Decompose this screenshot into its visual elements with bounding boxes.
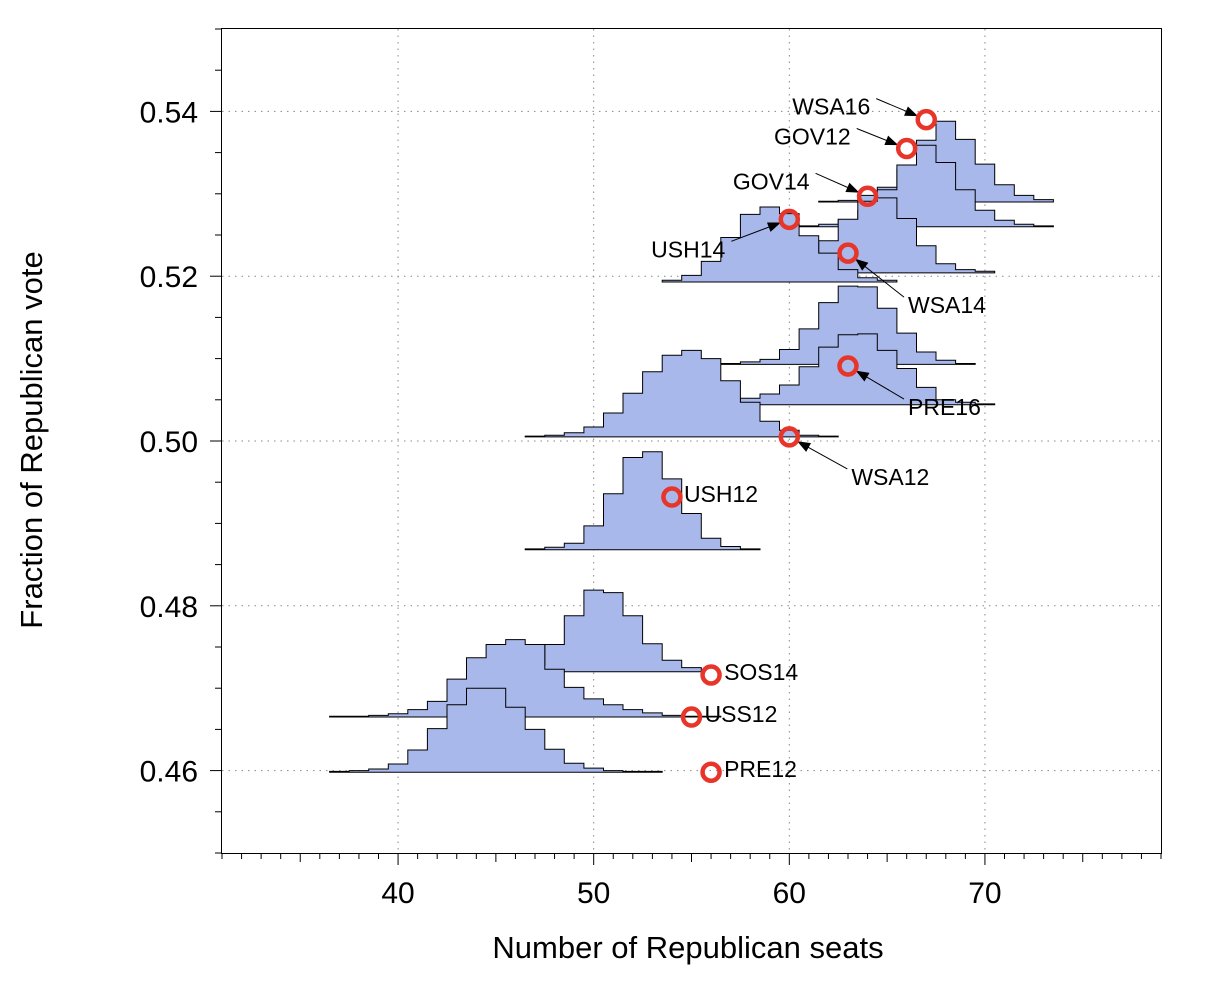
y-axis-title: Fraction of Republican vote	[14, 251, 49, 628]
histogram-pre12	[329, 687, 663, 773]
marker-pre16	[837, 355, 859, 377]
marker-gov12	[895, 137, 918, 160]
histogram-wsa12	[524, 349, 839, 438]
y-tick-label: 0.54	[140, 96, 198, 129]
arrowhead-ush14	[766, 222, 781, 232]
marker-ush14	[778, 208, 801, 231]
arrowhead-pre16	[855, 370, 870, 382]
grid-lines	[222, 29, 1161, 853]
label-pre12: PRE12	[724, 756, 797, 782]
x-tick-label: 60	[773, 877, 806, 910]
arrowhead-wsa12	[797, 441, 811, 452]
arrowhead-wsa14	[855, 258, 869, 271]
label-sos14: SOS14	[724, 659, 798, 685]
marker-gov14	[856, 185, 879, 208]
y-tick-label: 0.52	[140, 261, 198, 294]
label-ush12: USH12	[684, 481, 758, 507]
histogram-gov12	[798, 144, 1054, 228]
histogram-uss12	[329, 639, 722, 718]
y-tick-label: 0.50	[140, 426, 198, 459]
histogram-wsa14	[720, 285, 976, 365]
y-tick-label: 0.48	[140, 591, 198, 624]
x-axis-title: Number of Republican seats	[492, 930, 883, 965]
label-pre16: PRE16	[908, 394, 981, 420]
arrowhead-gov12	[884, 135, 899, 146]
seat-distributions	[329, 120, 1054, 773]
marker-ush12	[661, 486, 683, 508]
label-wsa16: WSA16	[792, 94, 870, 120]
histogram-sos14	[524, 589, 702, 673]
x-tick-label: 40	[381, 877, 414, 910]
annotations: WSA16 GOV12 GOV14 USH14 WSA14 PRE16 WSA12 USH12…	[651, 94, 986, 783]
label-gov14: GOV14	[733, 168, 810, 194]
label-gov12: GOV12	[774, 123, 851, 149]
arrowhead-wsa16	[904, 106, 918, 117]
marker-wsa14	[837, 242, 859, 264]
label-wsa12: WSA12	[851, 464, 929, 490]
marker-wsa16	[915, 108, 937, 131]
marker-uss12	[680, 706, 703, 728]
arrowhead-gov14	[845, 182, 860, 193]
histogram-ush12	[524, 451, 761, 551]
label-ush14: USH14	[651, 236, 725, 262]
axis-ticks: 40 50 60 70 0.46 0.48 0.50 0.52 0.54	[140, 28, 1162, 910]
label-uss12: USS12	[705, 701, 778, 727]
histogram-ush14	[661, 206, 898, 283]
label-wsa14: WSA14	[908, 292, 986, 318]
x-tick-label: 50	[577, 877, 610, 910]
election-markers	[661, 108, 937, 783]
marker-wsa12	[778, 426, 801, 448]
marker-sos14	[700, 664, 722, 686]
x-tick-label: 70	[968, 877, 1001, 910]
marker-pre12	[700, 761, 722, 783]
y-tick-label: 0.46	[140, 756, 198, 789]
